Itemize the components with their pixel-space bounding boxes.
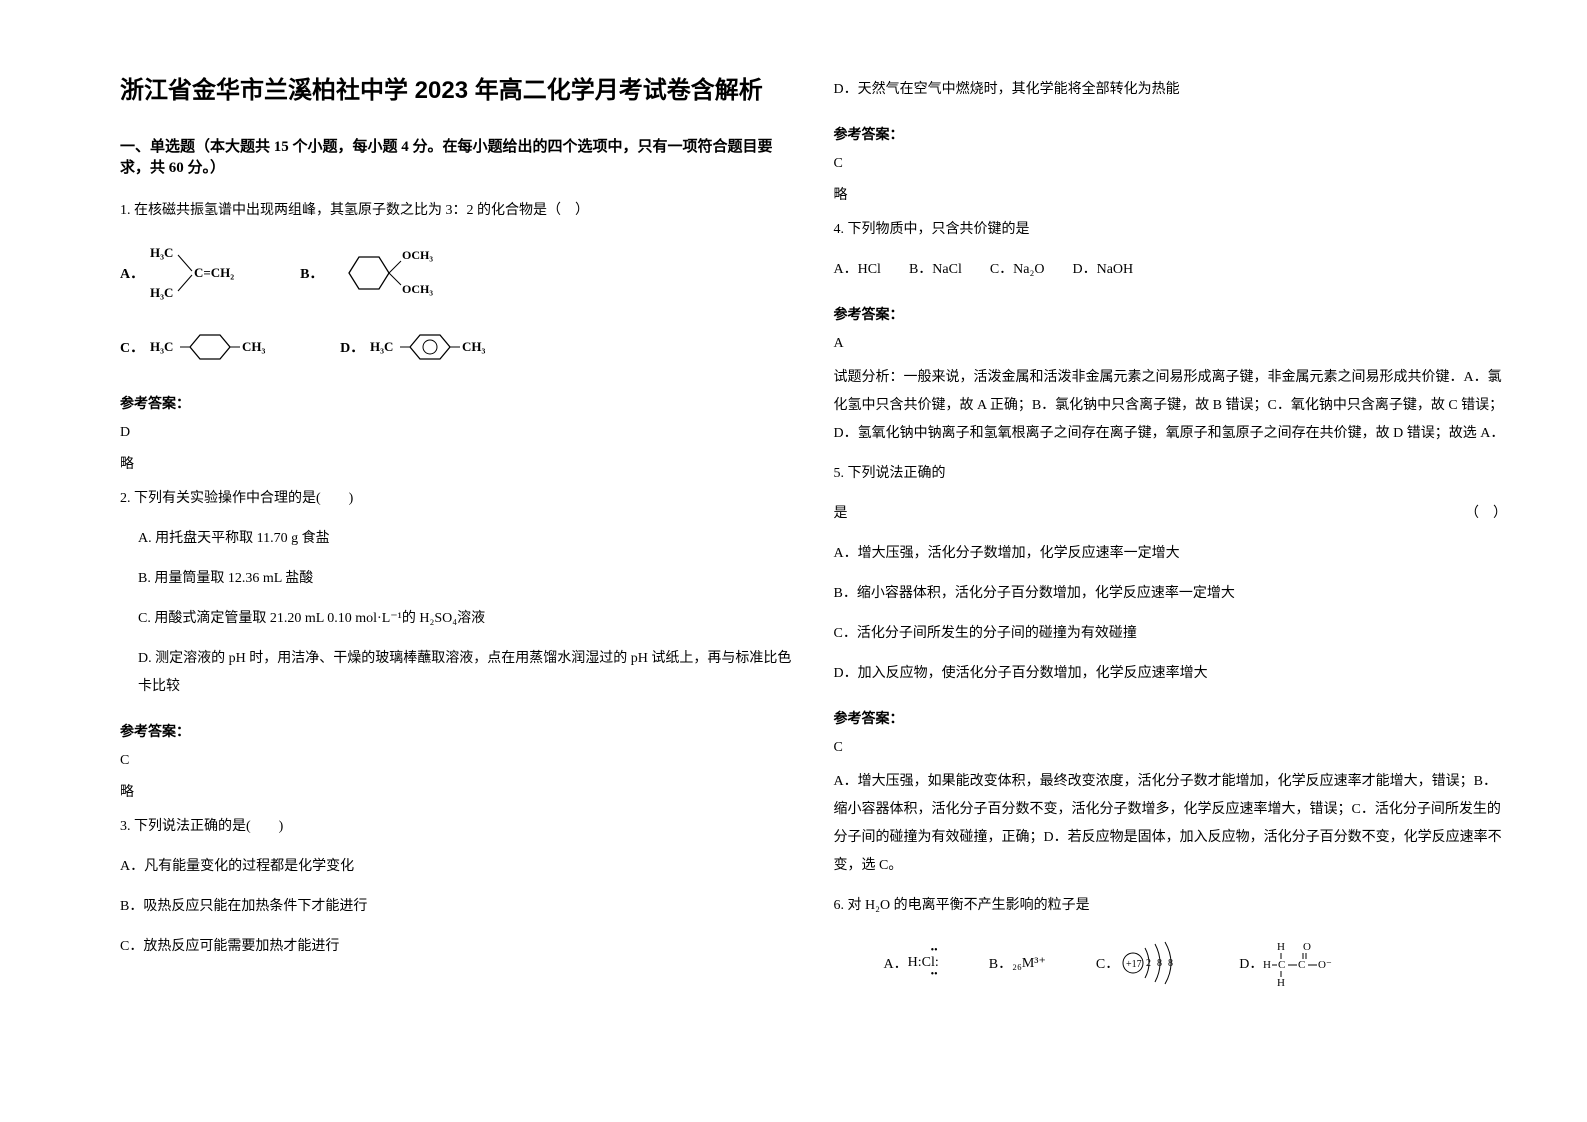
svg-text:H: H <box>1277 977 1285 986</box>
q5-opt-a: A．增大压强，活化分子数增加，化学反应速率一定增大 <box>834 540 1508 568</box>
q1-structure-d-icon: H₃C CH₃ <box>370 327 500 367</box>
q6-opt-a: A． •• H:Cl: •• <box>884 946 939 980</box>
svg-text:H₃C: H₃C <box>150 245 173 260</box>
q5-explanation: A．增大压强，如果能改变体积，最终改变浓度，活化分子数才能增加，化学反应速率才能… <box>834 768 1508 880</box>
q3-answer: C <box>834 156 1508 172</box>
q1-opt-a-label: A． <box>120 263 144 283</box>
svg-text:OCH₃: OCH₃ <box>402 282 433 296</box>
q2-opt-b: B. 用量筒量取 12.36 mL 盐酸 <box>120 565 794 593</box>
q6-opt-b: B． ₂₆M³⁺ <box>989 953 1046 973</box>
svg-text:+17: +17 <box>1126 959 1142 970</box>
svg-text:O⁻: O⁻ <box>1318 959 1332 971</box>
q5-answer-label: 参考答案： <box>834 708 1508 728</box>
q6-acetate-icon: H O H C C O⁻ H <box>1263 940 1353 986</box>
svg-text:CH₃: CH₃ <box>462 339 486 354</box>
q1-opt-c: C． H₃C CH₃ <box>120 327 280 367</box>
q5-stem-line2: 是 （ ） <box>834 500 1508 528</box>
q5-answer: C <box>834 740 1508 756</box>
q5-opt-b: B．缩小容器体积，活化分子百分数增加，化学反应速率一定增大 <box>834 580 1508 608</box>
q6-opt-b-label: B． <box>989 953 1012 973</box>
svg-text:CH₃: CH₃ <box>242 339 266 354</box>
svg-text:C: C <box>1298 959 1305 971</box>
q4-stem: 4. 下列物质中，只含共价键的是 <box>834 216 1508 244</box>
q5-stem-line1: 5. 下列说法正确的 <box>834 460 1508 488</box>
q1-opt-b-label: B． <box>300 263 323 283</box>
svg-text:H₃C: H₃C <box>370 339 393 354</box>
q6-opt-d: D． H O H C C O⁻ H <box>1239 940 1353 986</box>
svg-text:H₃C: H₃C <box>150 339 173 354</box>
q1-answer: D <box>120 425 794 441</box>
q3-opt-a: A．凡有能量变化的过程都是化学变化 <box>120 853 794 881</box>
q3-note: 略 <box>834 184 1508 204</box>
q6-ion-al-icon: ₂₆M³⁺ <box>1012 955 1046 972</box>
q1-stem: 1. 在核磁共振氢谱中出现两组峰，其氢原子数之比为 3：2 的化合物是（ ） <box>120 197 794 225</box>
svg-text:H: H <box>1277 941 1285 953</box>
q2-note: 略 <box>120 781 794 801</box>
q3-opt-d: D．天然气在空气中燃烧时，其化学能将全部转化为热能 <box>834 76 1508 104</box>
q4-explanation: 试题分析：一般来说，活泼金属和活泼非金属元素之间易形成离子键，非金属元素之间易形… <box>834 364 1508 448</box>
q4-options: A．HCl B．NaCl C．Na₂O D．NaOH <box>834 256 1508 284</box>
q3-opt-b: B．吸热反应只能在加热条件下才能进行 <box>120 893 794 921</box>
q1-note: 略 <box>120 453 794 473</box>
q1-answer-label: 参考答案： <box>120 393 794 413</box>
q1-opt-a: A． H₃C C=CH₂ H₃C <box>120 243 240 303</box>
q1-opt-d-label: D． <box>340 337 364 357</box>
q3-answer-label: 参考答案： <box>834 124 1508 144</box>
svg-text:C: C <box>1278 959 1285 971</box>
svg-text:8: 8 <box>1168 958 1173 969</box>
q4-answer-label: 参考答案： <box>834 304 1508 324</box>
q2-opt-a: A. 用托盘天平称取 11.70 g 食盐 <box>120 525 794 553</box>
q6-atom-cl-icon: +17 2 8 8 <box>1119 940 1189 986</box>
svg-text:H: H <box>1263 959 1271 971</box>
q5-paren: （ ） <box>1465 500 1507 528</box>
svg-text:O: O <box>1303 941 1311 953</box>
q3-opt-c: C．放热反应可能需要加热才能进行 <box>120 933 794 961</box>
q5-opt-c: C．活化分子间所发生的分子间的碰撞为有效碰撞 <box>834 620 1508 648</box>
q1-options-row2: C． H₃C CH₃ D． H₃C CH₃ <box>120 327 794 367</box>
q4-answer: A <box>834 336 1508 352</box>
q2-answer: C <box>120 753 794 769</box>
svg-text:OCH₃: OCH₃ <box>402 248 433 262</box>
q6-lewis-hcl-icon: •• H:Cl: •• <box>908 946 939 980</box>
q1-opt-b: B． OCH₃ OCH₃ <box>300 243 439 303</box>
svg-text:H₃C: H₃C <box>150 285 173 300</box>
exam-title: 浙江省金华市兰溪柏社中学 2023 年高二化学月考试卷含解析 <box>120 70 794 105</box>
svg-text:C=CH₂: C=CH₂ <box>194 265 234 280</box>
q1-opt-c-label: C． <box>120 337 144 357</box>
q2-stem: 2. 下列有关实验操作中合理的是( ) <box>120 485 794 513</box>
q6-opt-c: C． +17 2 8 8 <box>1096 940 1189 986</box>
q5-stem-text: 是 <box>834 500 848 528</box>
q1-structure-b-icon: OCH₃ OCH₃ <box>329 243 439 303</box>
q6-stem: 6. 对 H₂O 的电离平衡不产生影响的粒子是 <box>834 892 1508 920</box>
q6-options-row: A． •• H:Cl: •• B． ₂₆M³⁺ C． +17 <box>834 940 1508 986</box>
q5-opt-d: D．加入反应物，使活化分子百分数增加，化学反应速率增大 <box>834 660 1508 688</box>
svg-text:8: 8 <box>1157 958 1162 969</box>
q6-opt-c-label: C． <box>1096 953 1119 973</box>
q6-opt-d-label: D． <box>1239 953 1263 973</box>
q1-options-row1: A． H₃C C=CH₂ H₃C B． OCH₃ OCH₃ <box>120 243 794 303</box>
q1-opt-d: D． H₃C CH₃ <box>340 327 500 367</box>
q3-stem: 3. 下列说法正确的是( ) <box>120 813 794 841</box>
q1-structure-c-icon: H₃C CH₃ <box>150 327 280 367</box>
q2-opt-c: C. 用酸式滴定管量取 21.20 mL 0.10 mol·L⁻¹的 H₂SO₄… <box>120 605 794 633</box>
section-1-header: 一、单选题（本大题共 15 个小题，每小题 4 分。在每小题给出的四个选项中，只… <box>120 135 794 177</box>
q1-structure-a-icon: H₃C C=CH₂ H₃C <box>150 243 240 303</box>
svg-text:2: 2 <box>1146 958 1151 969</box>
q2-answer-label: 参考答案： <box>120 721 794 741</box>
q2-opt-d: D. 测定溶液的 pH 时，用洁净、干燥的玻璃棒蘸取溶液，点在用蒸馏水润湿过的 … <box>120 645 794 701</box>
q6-opt-a-label: A． <box>884 953 908 973</box>
